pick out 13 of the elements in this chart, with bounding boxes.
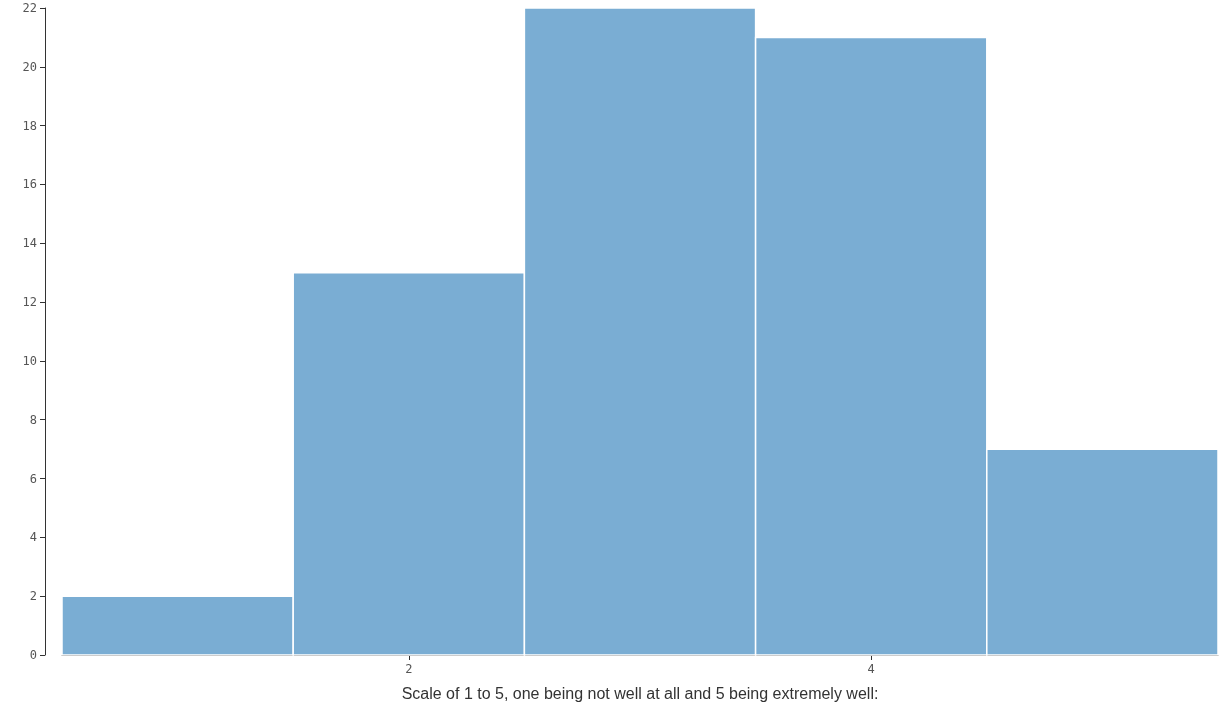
y-tick-label: 16 — [22, 177, 37, 192]
y-tick-label: 20 — [22, 59, 37, 74]
y-tick-label: 10 — [22, 353, 37, 368]
y-tick-label: 22 — [22, 1, 37, 15]
y-tick-label: 8 — [29, 412, 37, 427]
y-tick-label: 2 — [29, 589, 37, 604]
y-tick-label: 14 — [22, 236, 37, 251]
y-tick-label: 18 — [22, 118, 37, 133]
y-tick-label: 12 — [22, 295, 37, 310]
y-tick-label: 6 — [29, 471, 37, 486]
y-tick-label: 4 — [29, 530, 37, 545]
y-tick-label: 0 — [29, 648, 37, 662]
x-axis-title: Scale of 1 to 5, one being not well at all and 5 being extremely well: — [401, 684, 879, 702]
